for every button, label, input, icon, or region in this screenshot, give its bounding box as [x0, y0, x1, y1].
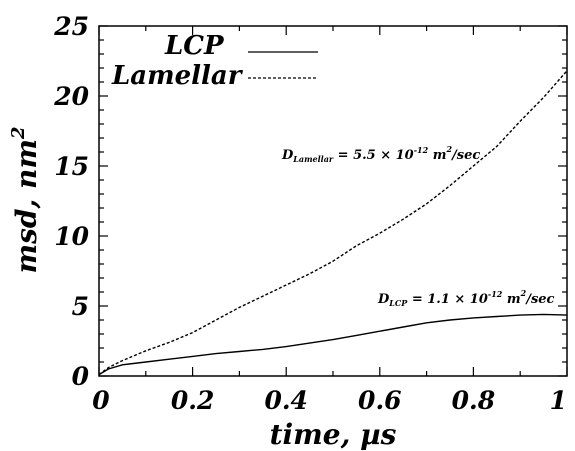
y-tick-label: 25	[53, 12, 89, 41]
legend: LCP Lamellar	[111, 31, 318, 91]
x-tick-label: 0	[92, 386, 110, 415]
legend-label-lcp: LCP	[164, 31, 225, 61]
series-layer	[98, 70, 568, 376]
y-tick-label: 5	[72, 292, 89, 321]
y-tick-label: 15	[54, 152, 89, 181]
x-axis-label: time, µs	[270, 418, 397, 451]
x-tick-label: 0.2	[171, 386, 215, 415]
y-axis-ticks: 0 5 10 15 20 25	[53, 12, 567, 391]
annotation-d-lamellar: DLamellar = 5.5 × 10-12 m2/sec	[281, 144, 480, 164]
x-tick-label: 0.6	[358, 386, 402, 415]
x-tick-label: 0.8	[452, 386, 496, 415]
y-tick-label: 20	[53, 82, 89, 111]
x-tick-label: 1	[550, 386, 567, 415]
legend-label-lamellar: Lamellar	[111, 61, 244, 91]
y-tick-label: 10	[54, 222, 89, 251]
x-axis-ticks: 0 0.2 0.4 0.6 0.8 1	[92, 26, 568, 415]
annotation-d-lcp: DLCP = 1.1 × 10-12 m2/sec	[377, 288, 555, 308]
x-tick-label: 0.4	[264, 386, 308, 415]
y-axis-label: msd, nm2	[8, 127, 43, 274]
series-line-lcp	[98, 313, 568, 376]
series-line-lamellar	[98, 70, 568, 376]
y-tick-label: 0	[72, 362, 90, 391]
